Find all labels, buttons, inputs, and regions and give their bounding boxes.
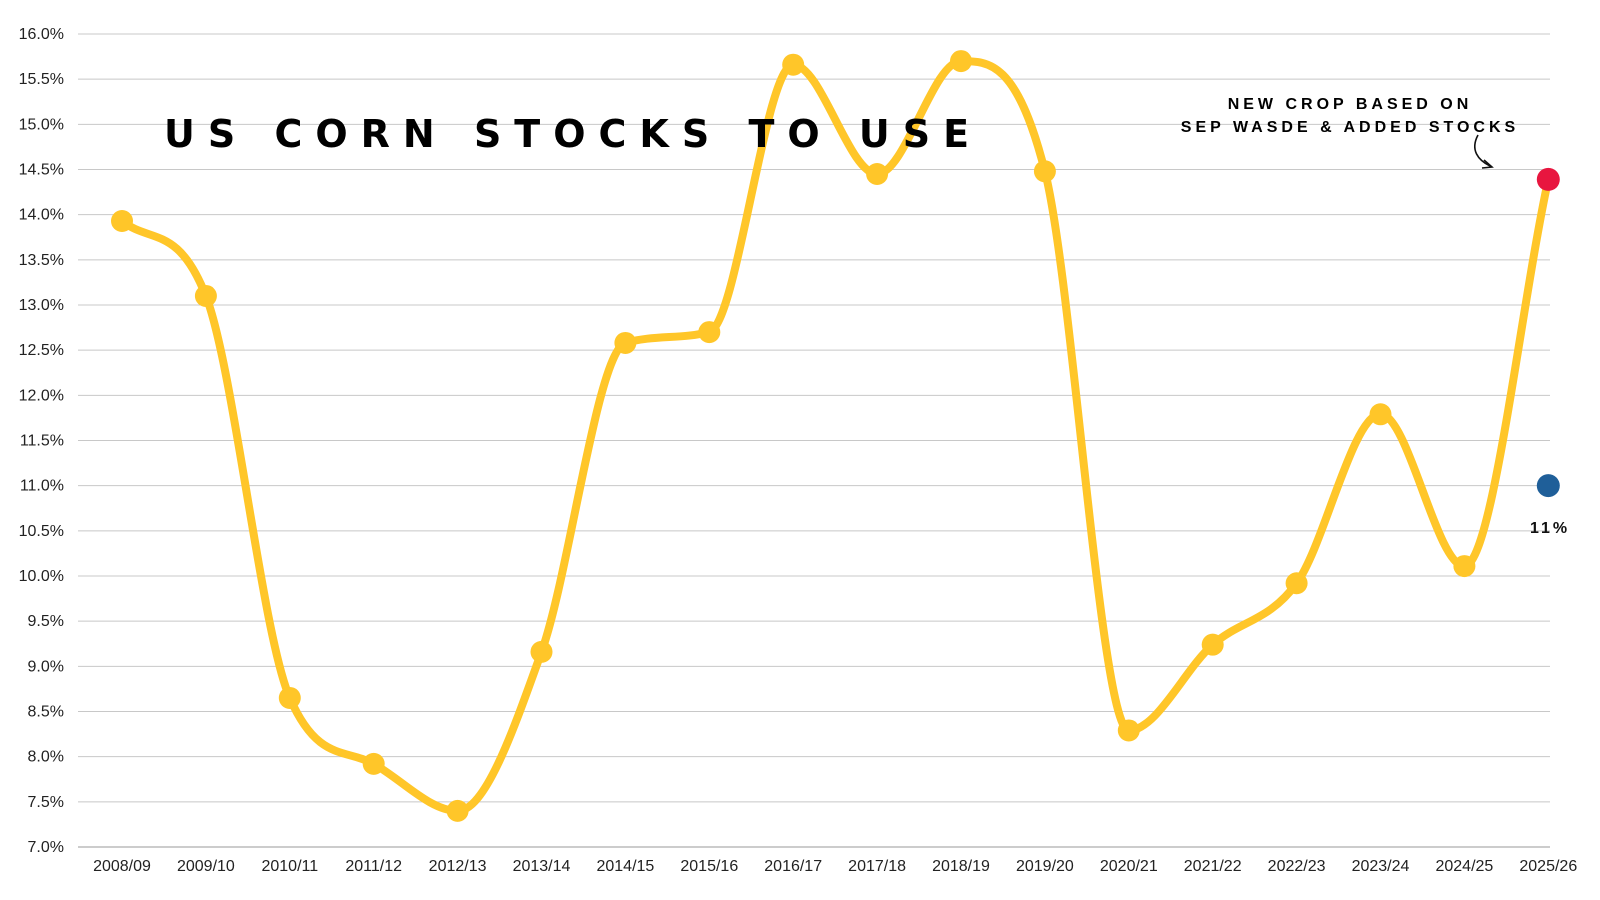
series-line [118,57,1553,815]
y-tick-label: 11.5% [20,433,64,450]
x-tick-label: 2023/24 [1352,858,1410,875]
y-tick-label: 9.5% [28,613,64,630]
y-tick-label: 10.5% [19,523,64,540]
y-tick-label: 8.5% [28,704,64,721]
data-point [530,640,553,663]
annotation-line-1: NEW CROP BASED ON [1227,96,1473,113]
y-tick-label: 12.0% [19,387,64,404]
data-point [1033,160,1056,183]
y-tick-label: 14.5% [19,162,64,179]
y-tick-label: 15.0% [19,116,64,133]
y-tick-label: 7.0% [28,839,64,856]
x-tick-label: 2019/20 [1016,858,1074,875]
y-tick-label: 7.5% [28,794,64,811]
data-point [194,284,217,307]
y-tick-label: 16.0% [19,26,64,43]
y-tick-label: 13.5% [19,252,64,269]
x-tick-label: 2024/25 [1435,858,1493,875]
x-tick-label: 2013/14 [513,858,571,875]
x-tick-label: 2025/26 [1519,858,1577,875]
data-point [782,53,805,76]
x-tick-label: 2018/19 [932,858,990,875]
x-tick-label: 2011/12 [345,858,402,875]
data-point [1285,572,1308,595]
x-tick-label: 2017/18 [848,858,906,875]
highlight-point [1536,167,1560,191]
y-tick-label: 8.0% [28,749,64,766]
data-point [950,50,972,73]
x-tick-label: 2021/22 [1184,858,1242,875]
x-tick-label: 2009/10 [177,858,235,875]
data-point [111,209,133,232]
highlight-layer [1536,167,1560,498]
x-tick-label: 2014/15 [596,858,654,875]
x-tick-label: 2020/21 [1100,858,1158,875]
x-tick-label: 2008/09 [93,858,151,875]
x-tick-label: 2010/11 [261,858,318,875]
annotation-line-2: SEP WASDE & ADDED STOCKS [1180,119,1520,136]
data-point [278,686,301,709]
y-tick-label: 11.0% [20,478,64,495]
y-tick-label: 12.5% [19,342,64,359]
data-point [614,331,637,354]
chart-title: US CORN STOCKS TO USE [164,112,983,156]
data-point [1453,555,1476,578]
annotation-arrow [1474,134,1494,169]
y-tick-label: 14.0% [19,207,64,224]
y-tick-label: 15.5% [19,71,64,88]
data-point [1201,633,1224,656]
x-tick-label: 2012/13 [429,858,487,875]
x-tick-label: 2016/17 [764,858,822,875]
data-point [362,752,385,775]
y-tick-label: 13.0% [19,297,64,314]
y-tick-label: 10.0% [19,568,64,585]
highlight-point [1536,474,1560,498]
y-axis-ticks: 7.0% 7.5% 8.0% 8.5% 9.0% 9.5% 10.0% 10.5% 11.0% 1… [19,26,64,856]
data-point [1369,403,1392,426]
data-point [1117,719,1140,742]
x-tick-label: 2022/23 [1268,858,1326,875]
x-tick-label: 2015/16 [680,858,738,875]
y-tick-label: 9.0% [28,658,64,675]
blue-point-label: 11% [1530,520,1571,537]
data-point [698,321,721,344]
x-axis-ticks: 2008/09 2009/10 2010/11 2011/12 2012/13 2013/… [93,858,1577,875]
data-point [446,799,469,822]
series-layer [111,50,1560,822]
data-point [866,163,889,186]
